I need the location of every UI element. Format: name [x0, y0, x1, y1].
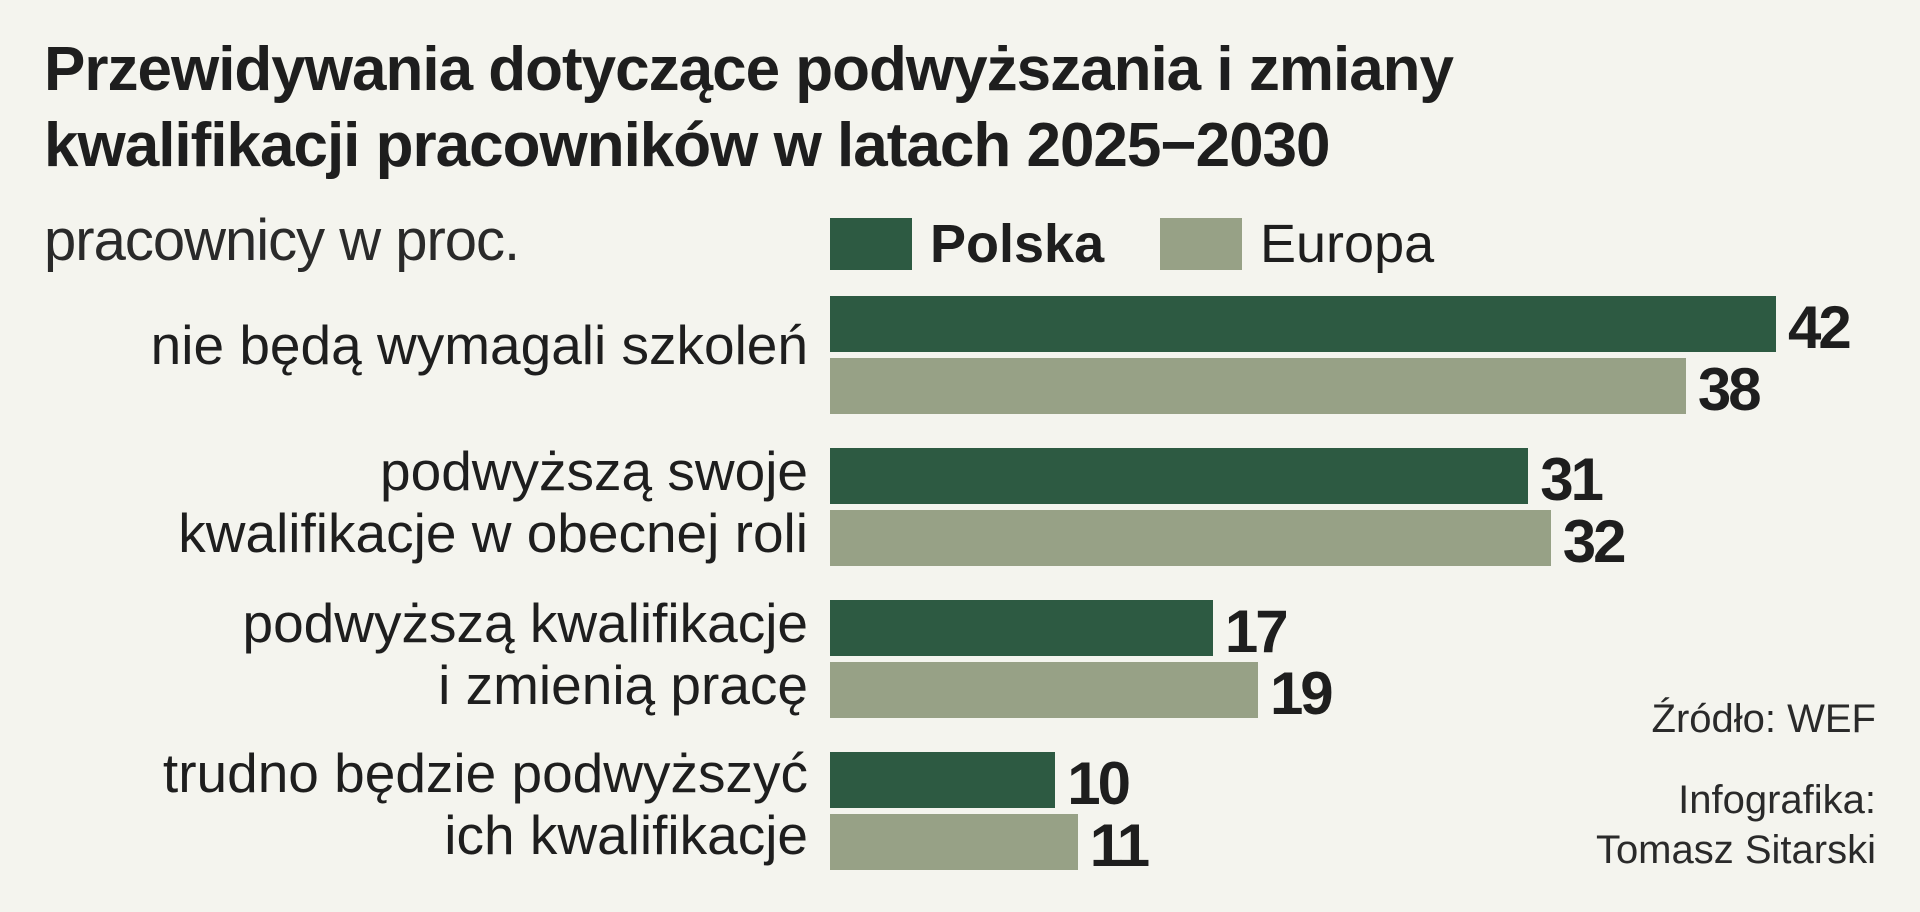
- bar-polska-upskill-current-role: [830, 448, 1529, 504]
- chart-title-line-1: Przewidywania dotyczące podwyższania i z…: [44, 35, 1454, 104]
- category-label-upskill-current-role: podwyższą swoje kwalifikacje w obecnej r…: [178, 440, 808, 564]
- value-label-europa-hard-to-upskill: 11: [1089, 812, 1150, 879]
- bar-europa-upskill-current-role: [830, 510, 1551, 566]
- bar-europa-upskill-change-job: [830, 662, 1258, 718]
- credit-line: Infografika:: [1678, 778, 1876, 822]
- legend-label-polska: Polska: [930, 214, 1105, 274]
- legend-swatch-europa: [1160, 218, 1242, 270]
- bar-polska-hard-to-upskill: [830, 752, 1056, 808]
- category-label-line: podwyższą swoje: [380, 440, 808, 502]
- category-label-no-training: nie będą wymagali szkoleń: [151, 314, 808, 376]
- value-label-europa-upskill-change-job: 19: [1269, 660, 1334, 727]
- value-label-polska-no-training: 42: [1788, 294, 1852, 361]
- chart-title-line-2: kwalifikacji pracowników w latach 2025−2…: [44, 111, 1331, 180]
- source-note: Źródło: WEF: [1651, 697, 1876, 741]
- bar-polska-upskill-change-job: [830, 600, 1213, 656]
- value-label-polska-hard-to-upskill: 10: [1067, 750, 1131, 817]
- category-label-line: nie będą wymagali szkoleń: [150, 314, 808, 376]
- legend-item-polska: Polska: [830, 214, 1104, 274]
- category-label-line: ich kwalifikacje: [444, 804, 808, 866]
- category-label-line: i zmienią pracę: [438, 654, 808, 716]
- chart-title: Przewidywania dotyczące podwyższania i z…: [44, 32, 1844, 184]
- value-label-polska-upskill-current-role: 31: [1540, 446, 1604, 513]
- value-label-polska-upskill-change-job: 17: [1224, 598, 1289, 665]
- credit-line: Tomasz Sitarski: [1595, 828, 1876, 872]
- value-label-europa-upskill-current-role: 32: [1562, 508, 1627, 575]
- legend-label-europa: Europa: [1260, 214, 1435, 274]
- category-label-line: kwalifikacje w obecnej roli: [178, 502, 808, 564]
- category-label-line: trudno będzie podwyższyć: [162, 742, 808, 804]
- credit-note: Infografika: Tomasz Sitarski: [1596, 775, 1876, 875]
- bar-europa-no-training: [830, 358, 1686, 414]
- bar-europa-hard-to-upskill: [830, 814, 1078, 870]
- chart-subtitle: pracownicy w proc.: [44, 208, 520, 273]
- value-label-europa-no-training: 38: [1697, 356, 1762, 423]
- category-label-hard-to-upskill: trudno będzie podwyższyć ich kwalifikacj…: [163, 742, 808, 866]
- bar-polska-no-training: [830, 296, 1776, 352]
- legend-swatch-polska: [830, 218, 912, 270]
- category-label-upskill-change-job: podwyższą kwalifikacje i zmienią pracę: [243, 592, 809, 716]
- category-label-line: podwyższą kwalifikacje: [242, 592, 809, 654]
- legend-item-europa: Europa: [1160, 214, 1434, 274]
